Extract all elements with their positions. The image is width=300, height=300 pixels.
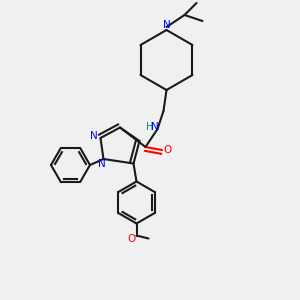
Text: N: N: [90, 130, 98, 141]
Text: N: N: [98, 159, 106, 170]
Text: H: H: [146, 122, 154, 133]
Text: N: N: [163, 20, 170, 31]
Text: O: O: [127, 233, 135, 244]
Text: O: O: [163, 145, 172, 155]
Text: N: N: [151, 122, 158, 133]
